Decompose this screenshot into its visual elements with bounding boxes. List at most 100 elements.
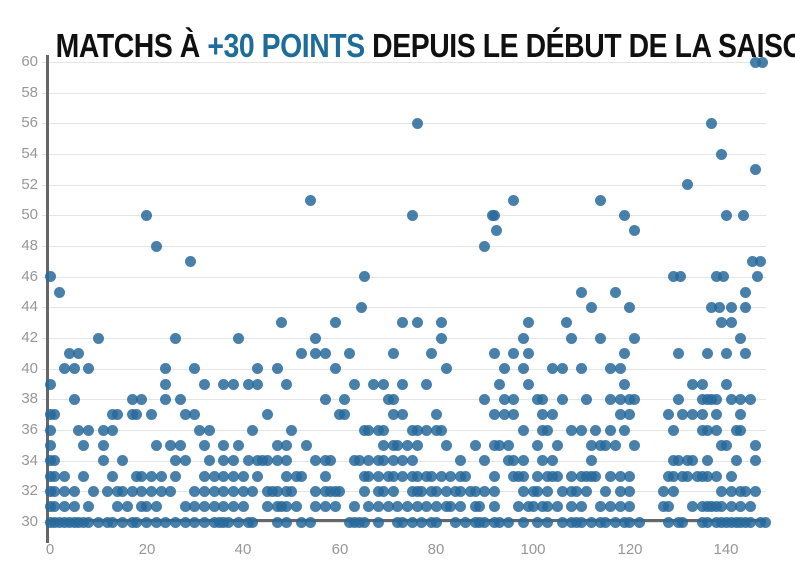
data-point xyxy=(199,470,211,482)
data-point xyxy=(551,470,563,482)
data-point xyxy=(116,516,128,528)
data-point xyxy=(49,455,61,467)
data-point xyxy=(397,409,409,421)
data-point xyxy=(745,516,756,528)
data-point xyxy=(614,409,626,421)
data-point xyxy=(199,516,211,528)
data-point xyxy=(488,501,500,513)
data-point xyxy=(363,470,375,482)
data-point xyxy=(344,347,356,359)
data-point xyxy=(706,301,718,313)
data-point xyxy=(83,501,95,513)
data-point xyxy=(711,393,723,405)
data-point xyxy=(614,501,626,513)
data-point xyxy=(78,470,90,482)
data-point xyxy=(150,516,162,528)
data-point xyxy=(329,501,341,513)
data-point xyxy=(624,501,636,513)
y-tick-label: 40 xyxy=(21,360,38,377)
data-point xyxy=(339,393,351,405)
data-point xyxy=(305,516,317,528)
data-point xyxy=(585,301,597,313)
y-tick-label: 50 xyxy=(21,206,38,223)
data-point xyxy=(624,409,636,421)
data-point xyxy=(508,194,520,206)
data-point xyxy=(271,363,283,375)
data-point xyxy=(170,470,182,482)
data-point xyxy=(136,485,148,497)
data-point xyxy=(160,363,172,375)
data-point xyxy=(310,455,322,467)
data-point xyxy=(334,485,346,497)
data-point xyxy=(310,347,322,359)
data-point xyxy=(68,393,80,405)
data-point xyxy=(189,485,201,497)
data-point xyxy=(542,516,554,528)
data-point xyxy=(498,393,510,405)
data-point xyxy=(491,225,503,237)
data-point xyxy=(155,485,167,497)
data-point xyxy=(667,485,679,497)
data-point xyxy=(701,470,713,482)
data-point xyxy=(735,501,747,513)
data-point xyxy=(716,148,728,160)
data-point xyxy=(488,347,500,359)
data-point xyxy=(150,501,162,513)
data-point xyxy=(377,485,389,497)
data-point xyxy=(112,501,124,513)
data-point xyxy=(735,424,747,436)
data-point xyxy=(716,317,728,329)
data-point xyxy=(232,332,244,344)
data-point xyxy=(609,286,621,298)
data-point xyxy=(194,424,206,436)
data-point xyxy=(387,393,399,405)
data-point xyxy=(131,409,143,421)
data-point xyxy=(551,501,563,513)
data-point xyxy=(68,501,80,513)
data-point xyxy=(421,501,433,513)
data-point xyxy=(397,516,409,528)
data-point xyxy=(58,363,70,375)
data-point xyxy=(488,470,500,482)
data-point xyxy=(455,455,467,467)
data-point xyxy=(430,501,442,513)
data-point xyxy=(281,501,293,513)
data-point xyxy=(604,501,616,513)
data-point xyxy=(455,485,467,497)
y-tick-label: 48 xyxy=(21,237,38,254)
y-tick-label: 60 xyxy=(21,53,38,70)
data-point xyxy=(348,501,360,513)
data-point xyxy=(49,501,61,513)
data-point xyxy=(745,501,756,513)
data-point xyxy=(624,516,636,528)
data-point xyxy=(126,393,138,405)
data-point xyxy=(749,485,761,497)
data-point xyxy=(488,209,500,221)
data-point xyxy=(83,516,95,528)
data-point xyxy=(619,209,631,221)
data-point xyxy=(430,516,442,528)
data-point xyxy=(508,455,520,467)
data-point xyxy=(624,485,636,497)
data-point xyxy=(749,56,761,68)
data-point xyxy=(281,470,293,482)
page-title: MATCHS À +30 POINTS DEPUIS LE DÉBUT DE L… xyxy=(56,27,795,65)
data-point xyxy=(44,424,56,436)
data-point xyxy=(740,301,752,313)
data-point xyxy=(575,516,587,528)
data-point xyxy=(377,439,389,451)
data-point xyxy=(218,501,230,513)
data-point xyxy=(281,455,293,467)
data-point xyxy=(145,470,157,482)
data-point xyxy=(609,439,621,451)
data-point xyxy=(435,332,447,344)
data-point xyxy=(566,332,578,344)
data-point xyxy=(421,378,433,390)
data-point xyxy=(517,485,529,497)
data-point xyxy=(97,455,109,467)
data-point xyxy=(356,301,368,313)
data-point xyxy=(189,363,201,375)
data-point xyxy=(228,501,240,513)
data-point xyxy=(600,439,612,451)
